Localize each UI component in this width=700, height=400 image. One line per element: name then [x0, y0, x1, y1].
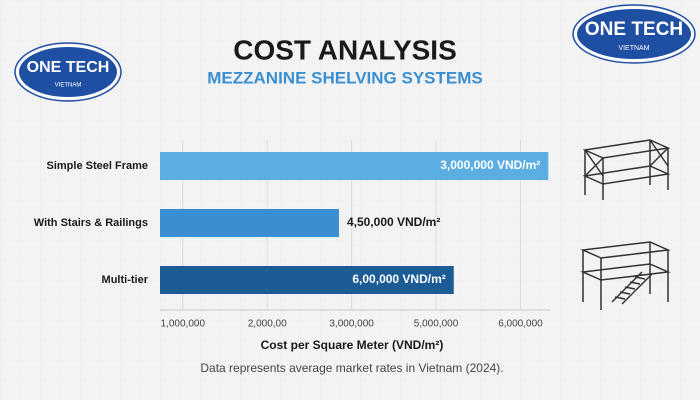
logo-tagline: VIETNAM [618, 45, 649, 52]
footnote: Data represents average market rates in … [200, 361, 503, 375]
logo: ONE TECH VIETNAM [14, 42, 122, 102]
x-tick-label: 3,000,000 [329, 319, 374, 330]
bar-label: 6,00,000 VND/m² [352, 272, 445, 286]
chart-title: COST ANALYSIS [233, 34, 457, 65]
mezzanine-icon [580, 241, 671, 310]
x-tick-label: 2,000,00 [248, 319, 287, 330]
logo-name: ONE TECH [27, 59, 110, 76]
x-tick-label: 6,000,000 [498, 319, 543, 330]
logo: ONE TECH VIETNAM [572, 4, 696, 64]
bar-label: 4,50,000 VND/m² [347, 215, 440, 229]
chart-subtitle: MEZZANINE SHELVING SYSTEMS [207, 68, 483, 87]
plot: 1,000,000 2,000,00 3,000,000 5,000,000 6,000… [34, 140, 550, 330]
y-tick-label: With Stairs & Railings [34, 217, 148, 229]
bar [160, 209, 339, 237]
x-axis-title: Cost per Square Meter (VND/m²) [261, 338, 444, 352]
x-tick-label: 1,000,000 [161, 319, 206, 330]
logo-tagline: VIETNAM [55, 83, 82, 89]
y-tick-label: Simple Steel Frame [47, 160, 149, 172]
y-tick-label: Multi-tier [102, 274, 149, 286]
bar [160, 266, 454, 294]
logo-name: ONE TECH [585, 19, 683, 40]
x-tick-label: 5,000,000 [414, 319, 459, 330]
bar-label: 3,000,000 VND/m² [440, 158, 540, 172]
bar [160, 152, 549, 180]
shelf-icon [582, 139, 671, 200]
